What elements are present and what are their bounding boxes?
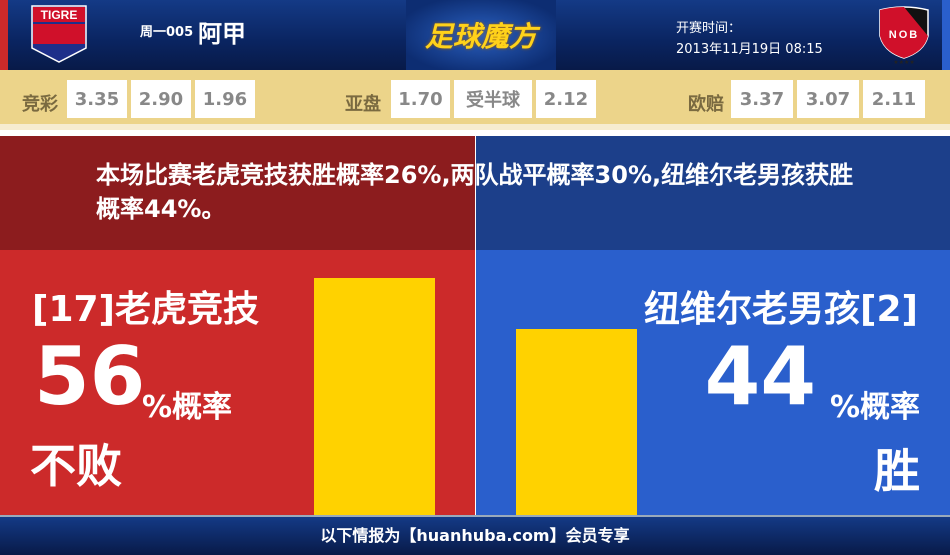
home-team-name: [17]老虎竞技 [32, 289, 260, 330]
home-logo-text: TIGRE [41, 8, 78, 22]
euro-odd: 3.37 [731, 80, 793, 118]
member-footer[interactable]: 以下情报为【huanhuba.com】会员专享 [0, 515, 950, 555]
svg-text:★★★★: ★★★★ [893, 59, 915, 66]
message-bg-away [476, 136, 950, 250]
euro-label: 欧赔 [688, 94, 724, 115]
away-outcome: 胜 [874, 444, 920, 498]
away-logo-text: NOB [889, 29, 919, 41]
match-code: 周一005 [140, 25, 194, 40]
euro-odd: 3.07 [797, 80, 859, 118]
newells-logo: NOB ★★★★ [879, 6, 929, 66]
league-name: 阿甲 [198, 20, 246, 48]
brand-logo: 足球魔方 [406, 0, 556, 70]
jingcai-odd: 1.96 [195, 80, 255, 118]
asian-odd: 2.12 [536, 80, 596, 118]
home-outcome: 不败 [30, 439, 122, 493]
tigre-logo: TIGRE [31, 5, 87, 63]
away-percent: 44 [704, 330, 816, 423]
match-header: TIGRE 周一005 阿甲 足球魔方 开赛时间： 2013年11月19日 08… [0, 0, 950, 70]
away-probability-bar [516, 328, 637, 515]
asian-handicap: 受半球 [454, 80, 532, 118]
kickoff-label: 开赛时间： [676, 21, 742, 36]
away-team-name: 纽维尔老男孩[2] [644, 289, 918, 330]
home-probability-bar [314, 278, 435, 515]
jingcai-label: 竞彩 [22, 94, 58, 115]
asian-odd: 1.70 [391, 80, 450, 118]
jingcai-odd: 2.90 [131, 80, 191, 118]
odds-bar: 竞彩 3.35 2.90 1.96 亚盘 1.70 受半球 2.12 欧赔 3.… [0, 70, 950, 130]
prediction-message: 本场比赛老虎竞技获胜概率26%,两队战平概率30%,纽维尔老男孩获胜概率44%。 [96, 161, 854, 223]
asian-label: 亚盘 [345, 94, 381, 115]
euro-odd: 2.11 [863, 80, 925, 118]
jingcai-odd: 3.35 [67, 80, 127, 118]
home-percent: 56 [34, 330, 146, 423]
message-bg-home [0, 136, 475, 250]
home-percent-suffix: %概率 [142, 390, 233, 425]
kickoff-time: 2013年11月19日 08:15 [676, 42, 823, 57]
away-percent-suffix: %概率 [829, 390, 920, 425]
